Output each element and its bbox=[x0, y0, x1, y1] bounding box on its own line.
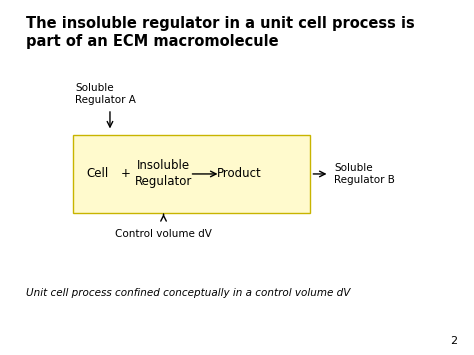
Text: Soluble
Regulator A: Soluble Regulator A bbox=[75, 83, 136, 105]
Text: Unit cell process confined conceptually in a control volume dV: Unit cell process confined conceptually … bbox=[26, 288, 350, 298]
Text: Product: Product bbox=[217, 168, 262, 180]
Text: +: + bbox=[121, 168, 130, 180]
Text: Insoluble
Regulator: Insoluble Regulator bbox=[135, 159, 192, 189]
Text: The insoluble regulator in a unit cell process is
part of an ECM macromolecule: The insoluble regulator in a unit cell p… bbox=[26, 16, 415, 49]
Text: Control volume dV: Control volume dV bbox=[115, 229, 212, 239]
Bar bbox=[73, 135, 310, 213]
Text: Soluble
Regulator B: Soluble Regulator B bbox=[334, 163, 395, 185]
Text: Cell: Cell bbox=[86, 168, 108, 180]
Text: 2: 2 bbox=[450, 336, 457, 346]
